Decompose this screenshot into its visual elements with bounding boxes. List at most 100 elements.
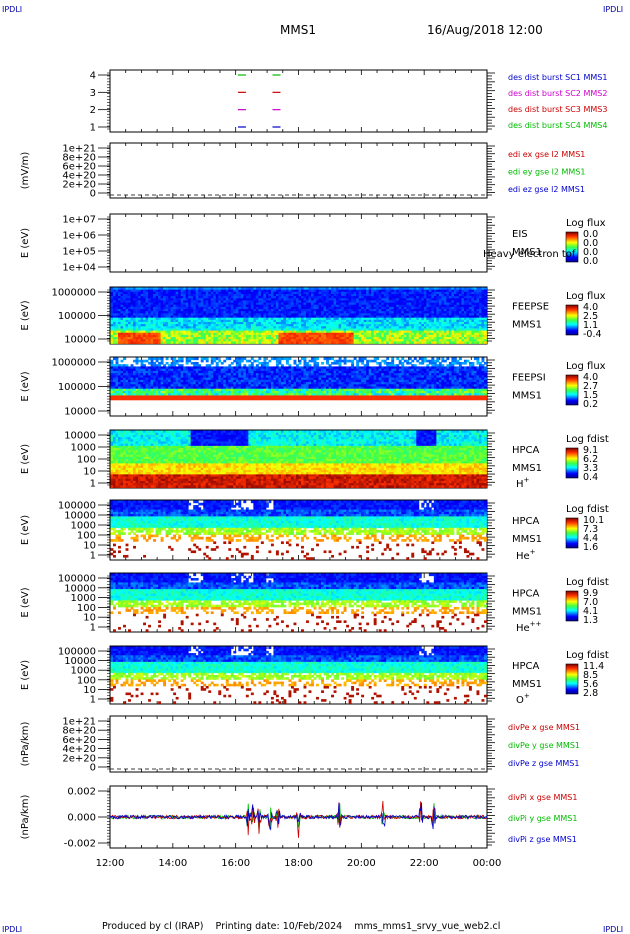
species-label: He++ [516, 620, 542, 634]
panel-8-spectrogram [111, 574, 487, 632]
colorbar [566, 305, 578, 335]
colorbar-tick: -0.4 [583, 329, 602, 340]
panel-1-ytick: 2 [90, 105, 96, 116]
x-tick-label: 00:00 [473, 858, 502, 869]
panel-5-ytick: 100000 [58, 382, 96, 393]
panel-3-ytick: 1e+07 [62, 215, 96, 226]
panel-9-ylabel: E (eV) [20, 660, 31, 690]
panel-10-frame [110, 716, 487, 772]
x-tick-label: 22:00 [410, 858, 439, 869]
panel-3-frame [110, 214, 487, 272]
legend-entry: des dist burst SC4 MMS4 [508, 121, 607, 130]
panel-6-ytick: 1 [90, 479, 96, 490]
colorbar-title: Log fdist [566, 650, 609, 661]
panel-10-ylabel: (nPa/km) [20, 722, 31, 767]
panel-10-ytick: 0 [90, 763, 96, 774]
x-tick-label: 12:00 [96, 858, 125, 869]
panel-6-ytick: 100 [77, 455, 96, 466]
legend-entry: des dist burst SC1 MMS1 [508, 73, 607, 82]
colorbar [566, 375, 578, 405]
legend-entry: des dist burst SC3 MMS3 [508, 105, 607, 114]
panel-2-frame [110, 143, 487, 198]
legend-entry: edi ez gse l2 MMS1 [508, 185, 585, 194]
panel-5-ytick: 10000 [64, 407, 96, 418]
colorbar-title: Log flux [566, 218, 606, 229]
colorbar-tick: 2.8 [583, 688, 598, 699]
species-label: O+ [516, 692, 530, 706]
panel-2-ylabel: (mV/m) [20, 152, 31, 190]
instrument-label: HPCA [512, 516, 540, 527]
colorbar-title: Log fdist [566, 577, 609, 588]
panel-3-ytick: 1e+05 [62, 247, 96, 258]
spacecraft-label: MMS1 [512, 463, 542, 474]
panel-11-ytick: 0.002 [67, 787, 96, 798]
legend-entry: divPi z gse MMS1 [508, 835, 577, 844]
legend-entry: divPi x gse MMS1 [508, 793, 577, 802]
panel-4-spectrogram [111, 288, 487, 344]
species-label: He+ [516, 548, 536, 562]
panel-4-ylabel: E (eV) [20, 300, 31, 330]
colorbar [566, 448, 578, 478]
species-label: H+ [516, 476, 530, 490]
colorbar-title: Log fdist [566, 504, 609, 515]
legend-entry: divPe x gse MMS1 [508, 723, 580, 732]
colorbar-tick: 0.2 [583, 399, 598, 410]
panel-11-ytick: 0.000 [67, 813, 96, 824]
panel-5-ytick: 1000000 [51, 358, 96, 369]
panel-2-ytick: 0 [90, 189, 96, 200]
instrument-label: HPCA [512, 589, 540, 600]
panel-11-ylabel: (nPa/km) [20, 795, 31, 840]
panel-6-ytick: 10 [83, 467, 96, 478]
panel-6-ytick: 1000 [71, 443, 96, 454]
panel-4-ytick: 10000 [64, 335, 96, 346]
panel-1-frame [110, 70, 487, 132]
x-tick-label: 18:00 [284, 858, 313, 869]
spacecraft-label: MMS1 [512, 679, 542, 690]
panel-5-spectrogram [111, 358, 487, 401]
panel-6-spectrogram [111, 431, 487, 488]
panel-11-ytick: -0.002 [64, 839, 96, 850]
legend-entry: divPi y gse MMS1 [508, 814, 577, 823]
legend-entry: des dist burst SC2 MMS2 [508, 89, 607, 98]
panel-7-ytick: 1 [90, 551, 96, 562]
panel-3-ylabel: E (eV) [20, 228, 31, 258]
panel-1-ytick: 3 [90, 88, 96, 99]
panel-6-ytick: 10000 [64, 431, 96, 442]
colorbar-tick: 1.3 [583, 615, 598, 626]
x-tick-label: 20:00 [347, 858, 376, 869]
legend-entry: divPe y gse MMS1 [508, 741, 580, 750]
footer-text: Produced by cl (IRAP) Printing date: 10/… [102, 921, 500, 932]
colorbar-title: Log fdist [566, 434, 609, 445]
legend-entry: edi ex gse l2 MMS1 [508, 150, 585, 159]
instrument-label: FEEPSI [512, 373, 546, 384]
colorbar-title: Log flux [566, 291, 606, 302]
panel-5-ylabel: E (eV) [20, 371, 31, 401]
colorbar-tick: 0.0 [583, 256, 598, 267]
spacecraft-label: MMS1 [512, 607, 542, 618]
panel-9-ytick: 1 [90, 695, 96, 706]
x-tick-label: 14:00 [158, 858, 187, 869]
panel-9-spectrogram [111, 647, 487, 704]
corner-label-bottom-right: IPDLI [603, 925, 623, 934]
corner-label-bottom-left: IPDLI [2, 925, 22, 934]
overlay-label: Heavy electron tof [483, 249, 576, 260]
legend-entry: edi ey gse l2 MMS1 [508, 168, 586, 177]
page-title: MMS1 [280, 23, 316, 37]
panel-4-ytick: 100000 [58, 311, 96, 322]
spacecraft-label: MMS1 [512, 534, 542, 545]
panel-3-ytick: 1e+06 [62, 231, 96, 242]
panel-7-spectrogram [111, 501, 487, 560]
instrument-label: HPCA [512, 445, 540, 456]
panel-8-ylabel: E (eV) [20, 587, 31, 617]
colorbar-tick: 1.6 [583, 542, 598, 553]
plot-date: 16/Aug/2018 12:00 [427, 23, 543, 37]
instrument-label: FEEPSE [512, 302, 549, 313]
panel-1-ytick: 1 [90, 123, 96, 134]
spacecraft-label: MMS1 [512, 320, 542, 331]
panel-6-ylabel: E (eV) [20, 444, 31, 474]
legend-entry: divPe z gse MMS1 [508, 759, 579, 768]
summary-plot: IPDLI IPDLI MMS1 16/Aug/2018 12:00 Produ… [0, 0, 630, 934]
instrument-label: EIS [512, 229, 528, 240]
colorbar-title: Log flux [566, 361, 606, 372]
corner-label-top-left: IPDLI [2, 5, 22, 14]
